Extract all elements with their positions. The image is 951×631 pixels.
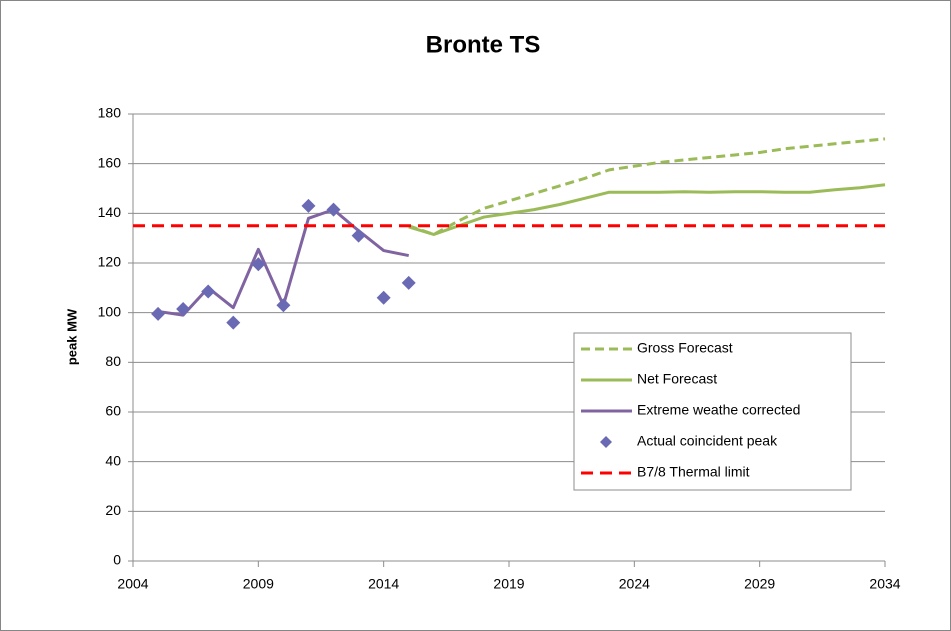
series-line <box>408 137 886 236</box>
x-tick-label: 2029 <box>744 576 775 592</box>
legend-label: Net Forecast <box>637 371 717 387</box>
data-point <box>151 306 166 321</box>
x-tick-label: 2024 <box>619 576 650 592</box>
data-point <box>276 298 291 313</box>
y-tick-label: 120 <box>98 254 122 270</box>
data-point <box>226 315 241 330</box>
x-tick-label: 2019 <box>493 576 524 592</box>
x-tick-label: 2014 <box>368 576 399 592</box>
y-tick-label: 140 <box>98 204 122 220</box>
data-point <box>176 301 191 316</box>
y-axis-label: peak MW <box>64 308 79 365</box>
y-tick-label: 40 <box>105 452 121 468</box>
chart-title: Bronte TS <box>426 31 541 58</box>
data-point <box>376 290 391 305</box>
data-point <box>201 284 216 299</box>
y-tick-label: 180 <box>98 105 122 121</box>
legend-label: Actual coincident peak <box>637 433 778 449</box>
x-tick-label: 2009 <box>243 576 274 592</box>
y-tick-label: 20 <box>105 502 121 518</box>
y-tick-label: 80 <box>105 353 121 369</box>
data-point <box>326 202 341 217</box>
data-point <box>351 228 366 243</box>
legend-label: Extreme weathe corrected <box>637 402 800 418</box>
x-tick-label: 2034 <box>869 576 900 592</box>
data-point <box>301 198 316 213</box>
legend-label: Gross Forecast <box>637 340 733 356</box>
legend-label: B7/8 Thermal limit <box>637 464 750 480</box>
data-point <box>251 257 266 272</box>
legend-marker <box>600 436 612 448</box>
data-point <box>401 275 416 290</box>
y-tick-label: 0 <box>113 552 121 568</box>
x-tick-label: 2004 <box>117 576 148 592</box>
series-line <box>408 183 886 236</box>
y-tick-label: 100 <box>98 303 122 319</box>
y-tick-label: 160 <box>98 154 122 170</box>
y-tick-label: 60 <box>105 403 121 419</box>
